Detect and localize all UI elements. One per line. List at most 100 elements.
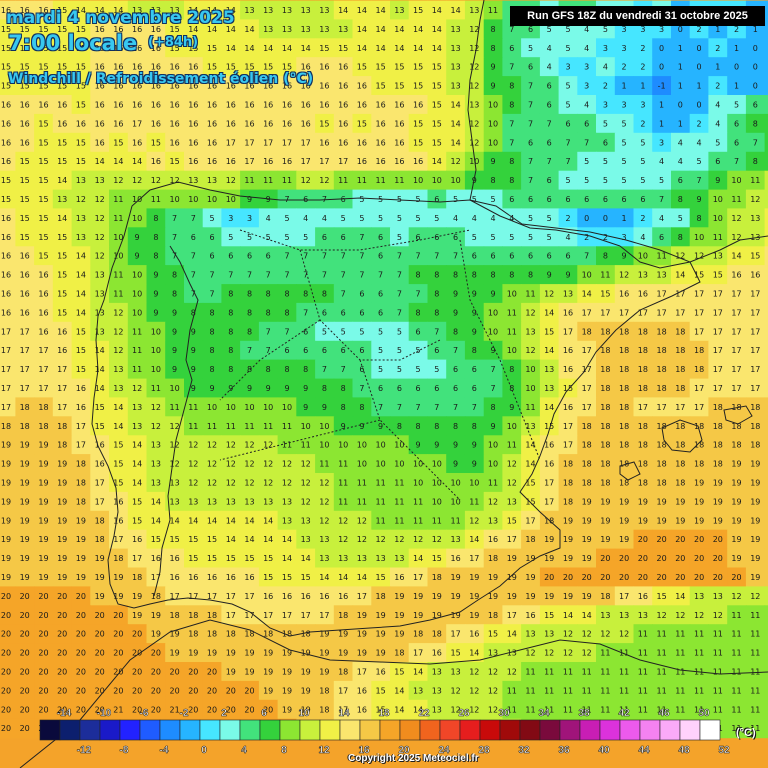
grid-value: 15 bbox=[432, 554, 442, 563]
field-cell bbox=[352, 491, 372, 512]
grid-value: 12 bbox=[188, 460, 198, 469]
grid-value: 8 bbox=[434, 290, 439, 299]
grid-value: 13 bbox=[451, 44, 461, 53]
field-cell bbox=[34, 151, 54, 172]
grid-value: 8 bbox=[434, 308, 439, 317]
field-cell bbox=[652, 605, 672, 625]
grid-value: 12 bbox=[469, 25, 479, 34]
grid-value: 14 bbox=[282, 535, 292, 544]
grid-value: 19 bbox=[20, 535, 30, 544]
grid-value: 17 bbox=[20, 365, 30, 374]
grid-value: 16 bbox=[38, 290, 48, 299]
field-cell bbox=[521, 416, 541, 436]
grid-value: 20 bbox=[132, 686, 142, 695]
field-cell bbox=[633, 227, 653, 247]
grid-value: 17 bbox=[301, 611, 311, 620]
grid-value: 19 bbox=[38, 441, 48, 450]
grid-value: 10 bbox=[525, 365, 535, 374]
grid-value: 18 bbox=[488, 611, 498, 620]
field-cell bbox=[202, 246, 222, 266]
grid-value: 6 bbox=[603, 195, 608, 204]
grid-value: 14 bbox=[319, 573, 329, 582]
field-cell bbox=[71, 0, 91, 21]
grid-value: 16 bbox=[319, 63, 329, 72]
grid-value: 7 bbox=[528, 176, 533, 185]
field-cell bbox=[34, 246, 54, 266]
legend-swatch bbox=[159, 719, 181, 741]
grid-value: 15 bbox=[57, 25, 67, 34]
grid-value: 16 bbox=[638, 592, 648, 601]
grid-value: 14 bbox=[226, 6, 236, 15]
grid-value: 16 bbox=[282, 82, 292, 91]
grid-value: 5 bbox=[416, 365, 421, 374]
field-cell bbox=[146, 529, 166, 550]
grid-value: 10 bbox=[263, 403, 273, 412]
grid-value: 5 bbox=[228, 233, 233, 242]
field-cell bbox=[127, 321, 148, 342]
grid-value: 5 bbox=[509, 233, 514, 242]
grid-value: 13 bbox=[151, 460, 161, 469]
grid-value: 14 bbox=[282, 44, 292, 53]
grid-value: 6 bbox=[640, 195, 645, 204]
grid-value: 13 bbox=[95, 308, 105, 317]
grid-value: 9 bbox=[490, 346, 495, 355]
grid-value: 8 bbox=[490, 25, 495, 34]
grid-value: 18 bbox=[282, 630, 292, 639]
field-cell bbox=[408, 170, 428, 191]
grid-value: 6 bbox=[266, 252, 271, 261]
grid-value: 9 bbox=[303, 384, 308, 393]
legend-tick-label: 44 bbox=[638, 745, 650, 756]
grid-value: 18 bbox=[657, 479, 667, 488]
grid-value: 15 bbox=[301, 573, 311, 582]
grid-value: 12 bbox=[188, 479, 198, 488]
field-cell bbox=[596, 189, 616, 210]
field-cell bbox=[483, 680, 503, 701]
grid-value: 15 bbox=[38, 233, 48, 242]
grid-value: 20 bbox=[1, 649, 11, 658]
field-cell bbox=[333, 567, 354, 587]
field-cell bbox=[90, 680, 110, 701]
grid-value: 11 bbox=[750, 649, 760, 658]
field-cell bbox=[577, 113, 597, 134]
field-cell bbox=[558, 113, 578, 134]
grid-value: 16 bbox=[376, 138, 386, 147]
grid-value: 15 bbox=[57, 157, 67, 166]
field-cell bbox=[539, 227, 560, 247]
field-cell bbox=[277, 643, 297, 663]
field-cell bbox=[258, 586, 279, 606]
grid-value: 0 bbox=[678, 101, 683, 110]
grid-value: 7 bbox=[359, 233, 364, 242]
grid-value: 18 bbox=[432, 573, 442, 582]
field-cell bbox=[596, 491, 616, 512]
field-cell bbox=[184, 624, 204, 644]
grid-value: 12 bbox=[207, 441, 217, 450]
legend-tick-label: -6 bbox=[140, 708, 149, 719]
field-cell bbox=[0, 208, 16, 228]
field-cell bbox=[727, 680, 747, 701]
grid-value: 17 bbox=[582, 365, 592, 374]
field-cell bbox=[577, 246, 597, 266]
field-cell bbox=[446, 699, 466, 720]
legend-swatch bbox=[699, 719, 721, 741]
field-cell bbox=[652, 643, 672, 663]
field-cell bbox=[390, 284, 410, 304]
legend-swatch bbox=[79, 719, 101, 741]
grid-value: 10 bbox=[488, 101, 498, 110]
field-cell bbox=[521, 321, 541, 342]
grid-value: 6 bbox=[303, 346, 308, 355]
grid-value: 3 bbox=[603, 101, 608, 110]
grid-value: 11 bbox=[694, 705, 704, 714]
grid-value: 15 bbox=[563, 384, 573, 393]
grid-value: 16 bbox=[451, 554, 461, 563]
field-cell bbox=[446, 76, 466, 96]
field-cell bbox=[240, 170, 260, 191]
grid-value: 0 bbox=[697, 44, 702, 53]
field-cell bbox=[521, 359, 541, 380]
field-cell bbox=[521, 208, 541, 228]
grid-value: 7 bbox=[378, 271, 383, 280]
grid-value: 11 bbox=[657, 630, 667, 639]
grid-value: 13 bbox=[244, 497, 254, 506]
field-cell bbox=[727, 189, 747, 210]
field-cell bbox=[71, 529, 91, 550]
field-cell bbox=[689, 586, 709, 606]
